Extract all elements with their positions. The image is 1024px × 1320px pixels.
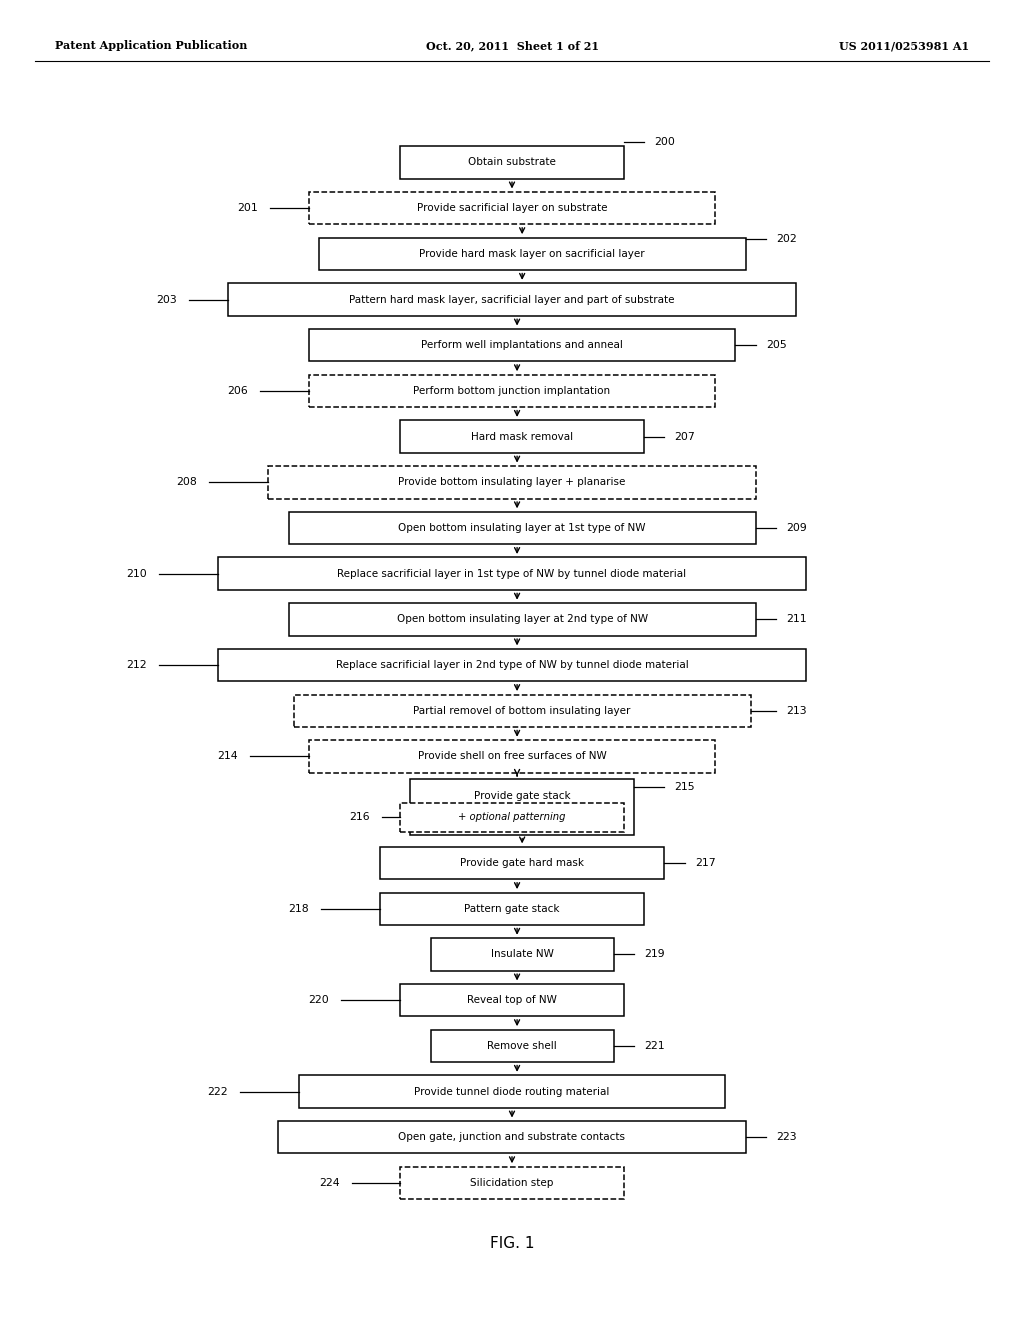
Text: 219: 219	[644, 949, 665, 960]
Text: Open gate, junction and substrate contacts: Open gate, junction and substrate contac…	[398, 1133, 626, 1142]
Text: 207: 207	[675, 432, 695, 442]
Bar	[309, 741, 715, 772]
Bar	[380, 847, 665, 879]
Bar	[400, 803, 624, 832]
Text: Provide bottom insulating layer + planarise: Provide bottom insulating layer + planar…	[398, 478, 626, 487]
Text: FIG. 1: FIG. 1	[489, 1237, 535, 1251]
Bar	[294, 694, 751, 727]
Text: 200: 200	[654, 137, 675, 147]
Text: 222: 222	[207, 1086, 227, 1097]
Bar	[431, 939, 613, 970]
Text: 217: 217	[694, 858, 716, 869]
Text: Provide tunnel diode routing material: Provide tunnel diode routing material	[415, 1086, 609, 1097]
Text: Perform bottom junction implantation: Perform bottom junction implantation	[414, 385, 610, 396]
Text: 221: 221	[644, 1041, 665, 1051]
Text: 218: 218	[289, 904, 309, 913]
Bar	[411, 779, 634, 836]
Text: Replace sacrificial layer in 1st type of NW by tunnel diode material: Replace sacrificial layer in 1st type of…	[338, 569, 686, 578]
Bar	[268, 466, 756, 499]
Bar	[400, 420, 644, 453]
Bar	[217, 649, 807, 681]
Text: 213: 213	[786, 706, 807, 715]
Text: 220: 220	[308, 995, 330, 1005]
Text: Insulate NW: Insulate NW	[490, 949, 554, 960]
Text: Provide gate hard mask: Provide gate hard mask	[460, 858, 584, 869]
Text: US 2011/0253981 A1: US 2011/0253981 A1	[839, 40, 969, 51]
Text: Partial removel of bottom insulating layer: Partial removel of bottom insulating lay…	[414, 706, 631, 715]
Bar	[299, 1076, 725, 1107]
Text: Remove shell: Remove shell	[487, 1041, 557, 1051]
Bar	[400, 1167, 624, 1199]
Text: + optional patterning: + optional patterning	[459, 812, 565, 822]
Bar	[400, 983, 624, 1016]
Text: 214: 214	[217, 751, 238, 762]
Text: Perform well implantations and anneal: Perform well implantations and anneal	[421, 341, 623, 350]
Text: Provide hard mask layer on sacrificial layer: Provide hard mask layer on sacrificial l…	[420, 249, 645, 259]
Text: Hard mask removal: Hard mask removal	[471, 432, 573, 442]
Bar	[319, 238, 745, 271]
Bar	[309, 329, 735, 362]
Text: Provide gate stack: Provide gate stack	[474, 791, 570, 801]
Text: Open bottom insulating layer at 1st type of NW: Open bottom insulating layer at 1st type…	[398, 523, 646, 533]
Text: Pattern hard mask layer, sacrificial layer and part of substrate: Pattern hard mask layer, sacrificial lay…	[349, 294, 675, 305]
Bar	[217, 557, 807, 590]
Bar	[279, 1121, 745, 1154]
Text: Replace sacrificial layer in 2nd type of NW by tunnel diode material: Replace sacrificial layer in 2nd type of…	[336, 660, 688, 671]
Text: Reveal top of NW: Reveal top of NW	[467, 995, 557, 1005]
Text: Silicidation step: Silicidation step	[470, 1177, 554, 1188]
Text: 211: 211	[786, 614, 807, 624]
Text: 224: 224	[318, 1177, 339, 1188]
Bar	[380, 892, 644, 925]
Bar	[309, 375, 715, 407]
Bar	[309, 191, 715, 224]
Text: Obtain substrate: Obtain substrate	[468, 157, 556, 168]
Text: 216: 216	[349, 812, 370, 822]
Text: Provide sacrificial layer on substrate: Provide sacrificial layer on substrate	[417, 203, 607, 213]
Text: Pattern gate stack: Pattern gate stack	[464, 904, 560, 913]
Text: 215: 215	[675, 781, 695, 792]
Bar	[400, 147, 624, 178]
Text: 205: 205	[766, 341, 786, 350]
Text: 209: 209	[786, 523, 807, 533]
Text: 208: 208	[176, 478, 198, 487]
Text: 210: 210	[126, 569, 146, 578]
Text: 206: 206	[227, 385, 248, 396]
Text: Open bottom insulating layer at 2nd type of NW: Open bottom insulating layer at 2nd type…	[396, 614, 648, 624]
Text: 223: 223	[776, 1133, 797, 1142]
Text: 212: 212	[126, 660, 146, 671]
Bar	[227, 284, 797, 315]
Bar	[289, 512, 756, 544]
Text: Oct. 20, 2011  Sheet 1 of 21: Oct. 20, 2011 Sheet 1 of 21	[426, 40, 598, 51]
Text: Provide shell on free surfaces of NW: Provide shell on free surfaces of NW	[418, 751, 606, 762]
Text: Patent Application Publication: Patent Application Publication	[55, 40, 248, 51]
Text: 201: 201	[238, 203, 258, 213]
Text: 202: 202	[776, 234, 797, 244]
Bar	[289, 603, 756, 636]
Bar	[431, 1030, 613, 1063]
Text: 203: 203	[157, 294, 177, 305]
